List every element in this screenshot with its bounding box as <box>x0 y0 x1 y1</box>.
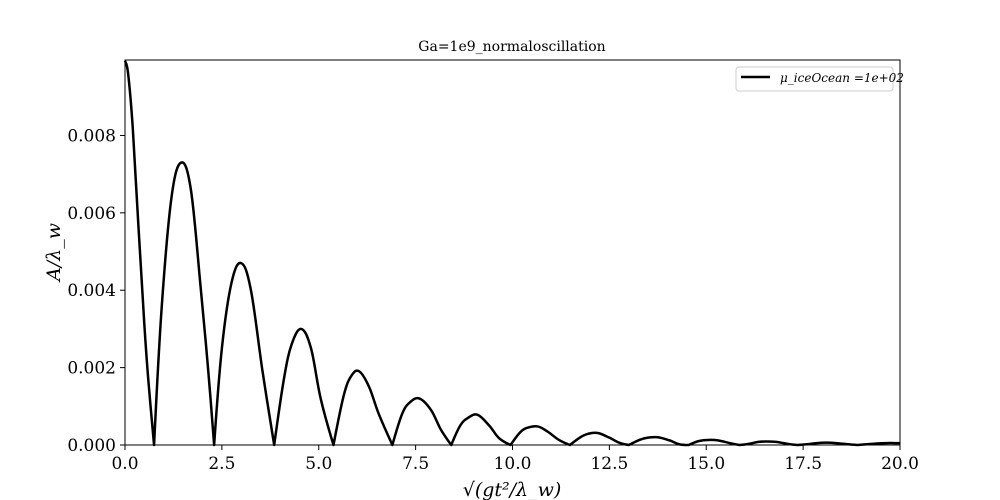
series-line <box>123 60 900 447</box>
x-tick-label: 10.0 <box>494 454 532 474</box>
x-tick-label: 7.5 <box>402 454 429 474</box>
x-tick-label: 12.5 <box>590 454 628 474</box>
plot-frame <box>124 59 901 446</box>
x-axis-ticks: 0.0 2.5 5.0 7.5 10.0 12.5 15.0 17.5 20.0 <box>111 445 919 474</box>
y-tick-label: 0.002 <box>67 359 116 379</box>
series-group <box>123 60 900 447</box>
x-tick-label: 2.5 <box>208 454 235 474</box>
y-tick-label: 0.000 <box>67 436 116 456</box>
y-axis-ticks: 0.000 0.002 0.004 0.006 0.008 <box>67 126 125 456</box>
y-tick-label: 0.008 <box>67 126 116 146</box>
legend-box <box>735 66 894 92</box>
x-axis-label: √(gt²/λ_w) <box>463 479 562 500</box>
chart-title: Ga=1e9_normaloscillation <box>418 39 605 55</box>
y-axis-label: A/λ_w <box>43 223 65 283</box>
y-tick-label: 0.006 <box>67 204 116 224</box>
y-tick-label: 0.004 <box>67 281 116 301</box>
x-tick-label: 20.0 <box>881 454 919 474</box>
legend: μ_iceOcean =1e+02 <box>735 66 904 92</box>
x-tick-label: 0.0 <box>111 454 138 474</box>
x-tick-label: 5.0 <box>305 454 332 474</box>
x-tick-label: 17.5 <box>784 454 822 474</box>
legend-label: μ_iceOcean =1e+02 <box>780 71 904 85</box>
x-tick-label: 15.0 <box>687 454 725 474</box>
